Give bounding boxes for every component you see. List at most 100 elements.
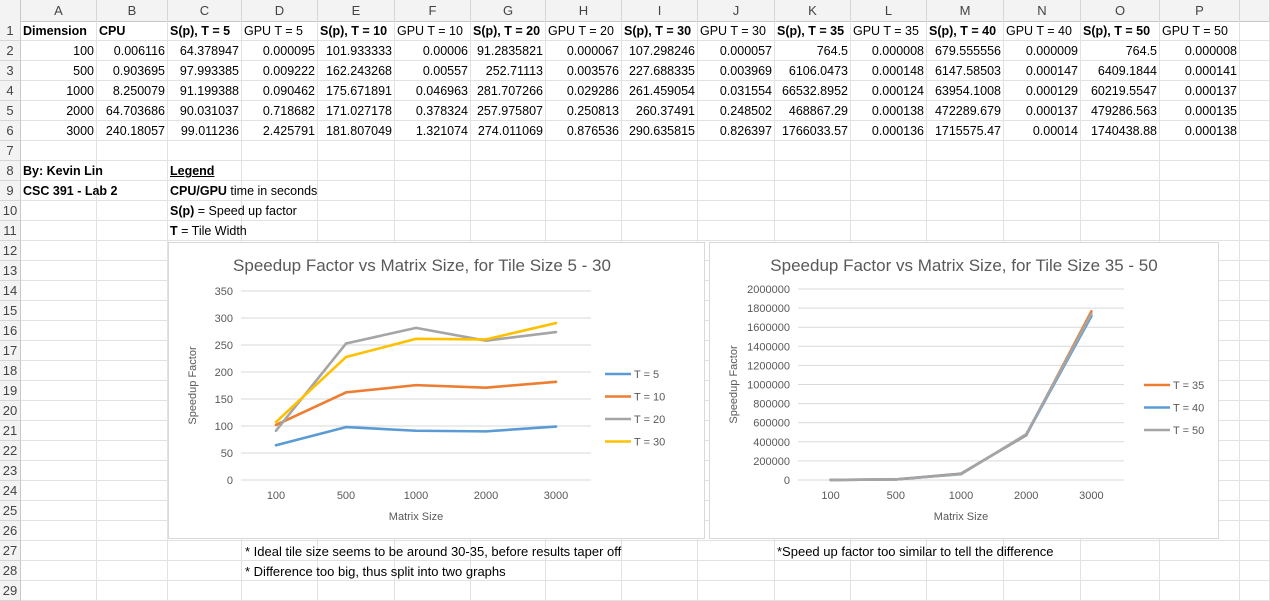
cell[interactable] — [168, 581, 242, 601]
column-header-l[interactable]: L — [851, 0, 927, 21]
row-header-6[interactable]: 6 — [0, 121, 21, 141]
data-cell[interactable]: 64.378947 — [168, 41, 242, 61]
header-cell[interactable]: CPU — [97, 21, 168, 41]
cell[interactable] — [21, 541, 97, 561]
data-cell[interactable]: 764.5 — [1081, 41, 1160, 61]
data-cell[interactable]: 0.000057 — [698, 41, 775, 61]
cell[interactable] — [1240, 221, 1270, 241]
cell[interactable] — [97, 501, 168, 521]
column-header-extra[interactable] — [1240, 0, 1270, 21]
data-cell[interactable]: 1.321074 — [395, 121, 471, 141]
cell[interactable] — [1240, 481, 1270, 501]
cell[interactable] — [851, 181, 927, 201]
cell[interactable] — [471, 541, 546, 561]
data-cell[interactable]: 0.029286 — [546, 81, 622, 101]
data-cell[interactable]: 0.031554 — [698, 81, 775, 101]
cell[interactable] — [775, 201, 851, 221]
row-header-27[interactable]: 27 — [0, 541, 21, 561]
cell[interactable] — [21, 581, 97, 601]
cell[interactable] — [318, 161, 395, 181]
cell[interactable] — [927, 141, 1004, 161]
column-header-b[interactable]: B — [97, 0, 168, 21]
cell[interactable] — [1160, 521, 1240, 541]
cell[interactable] — [1240, 341, 1270, 361]
column-header-o[interactable]: O — [1081, 0, 1160, 21]
data-cell[interactable]: 468867.29 — [775, 101, 851, 121]
cell[interactable] — [21, 241, 97, 261]
data-cell[interactable]: 91.2835821 — [471, 41, 546, 61]
cell[interactable] — [395, 221, 471, 241]
header-cell[interactable]: S(p), T = 40 — [927, 21, 1004, 41]
cell[interactable] — [546, 581, 622, 601]
column-header-h[interactable]: H — [546, 0, 622, 21]
cell[interactable] — [1004, 181, 1081, 201]
data-cell[interactable]: 0.000141 — [1160, 61, 1240, 81]
data-cell[interactable]: 764.5 — [775, 41, 851, 61]
cell[interactable] — [622, 561, 698, 581]
header-cell[interactable]: S(p), T = 10 — [318, 21, 395, 41]
row-header-19[interactable]: 19 — [0, 381, 21, 401]
legend-title-cell[interactable]: Legend — [168, 161, 242, 181]
data-cell[interactable]: 2000 — [21, 101, 97, 121]
cell[interactable] — [1240, 361, 1270, 381]
cell[interactable] — [97, 261, 168, 281]
cell[interactable] — [775, 141, 851, 161]
cell[interactable] — [97, 561, 168, 581]
cell[interactable] — [97, 281, 168, 301]
row-header-1[interactable]: 1 — [0, 21, 21, 41]
row-header-21[interactable]: 21 — [0, 421, 21, 441]
cell[interactable] — [1240, 301, 1270, 321]
row-header-7[interactable]: 7 — [0, 141, 21, 161]
header-cell[interactable]: GPU T = 35 — [851, 21, 927, 41]
data-cell[interactable]: 0.046963 — [395, 81, 471, 101]
data-cell[interactable]: 1740438.88 — [1081, 121, 1160, 141]
row-header-23[interactable]: 23 — [0, 461, 21, 481]
cell[interactable] — [1240, 321, 1270, 341]
cell[interactable] — [97, 301, 168, 321]
column-header-p[interactable]: P — [1160, 0, 1240, 21]
data-cell[interactable]: 0.000135 — [1160, 101, 1240, 121]
cell[interactable] — [318, 561, 395, 581]
legend-line-tile[interactable]: T = Tile Width — [168, 221, 398, 241]
cell[interactable] — [471, 161, 546, 181]
data-cell[interactable]: 0.718682 — [242, 101, 318, 121]
header-cell[interactable]: GPU T = 10 — [395, 21, 471, 41]
data-cell[interactable]: 0.00014 — [1004, 121, 1081, 141]
header-cell[interactable]: GPU T = 50 — [1160, 21, 1240, 41]
data-cell[interactable]: 99.011236 — [168, 121, 242, 141]
row-header-16[interactable]: 16 — [0, 321, 21, 341]
data-cell[interactable]: 162.243268 — [318, 61, 395, 81]
cell[interactable] — [1240, 561, 1270, 581]
column-header-j[interactable]: J — [698, 0, 775, 21]
chart-tile-5-30[interactable]: Speedup Factor vs Matrix Size, for Tile … — [168, 242, 705, 539]
data-cell[interactable]: 101.933333 — [318, 41, 395, 61]
cell[interactable] — [1240, 441, 1270, 461]
cell[interactable] — [1240, 381, 1270, 401]
cell[interactable] — [395, 141, 471, 161]
cell[interactable] — [546, 181, 622, 201]
cell[interactable] — [927, 581, 1004, 601]
header-cell[interactable]: GPU T = 40 — [1004, 21, 1081, 41]
cell[interactable] — [21, 281, 97, 301]
cell[interactable] — [1160, 541, 1240, 561]
data-cell[interactable]: 171.027178 — [318, 101, 395, 121]
cell[interactable] — [97, 481, 168, 501]
row-header-4[interactable]: 4 — [0, 81, 21, 101]
cell[interactable] — [1081, 541, 1160, 561]
row-header-8[interactable]: 8 — [0, 161, 21, 181]
row-header-5[interactable]: 5 — [0, 101, 21, 121]
cell[interactable] — [97, 341, 168, 361]
cell[interactable] — [775, 181, 851, 201]
cell[interactable] — [622, 181, 698, 201]
cell[interactable] — [546, 541, 622, 561]
cell[interactable] — [168, 561, 242, 581]
cell[interactable] — [242, 141, 318, 161]
cell[interactable] — [1240, 521, 1270, 541]
cell[interactable] — [395, 561, 471, 581]
cell[interactable] — [1081, 561, 1160, 581]
cell[interactable] — [1081, 181, 1160, 201]
data-cell[interactable]: 0.876536 — [546, 121, 622, 141]
cell[interactable] — [927, 221, 1004, 241]
row-header-13[interactable]: 13 — [0, 261, 21, 281]
row-header-9[interactable]: 9 — [0, 181, 21, 201]
